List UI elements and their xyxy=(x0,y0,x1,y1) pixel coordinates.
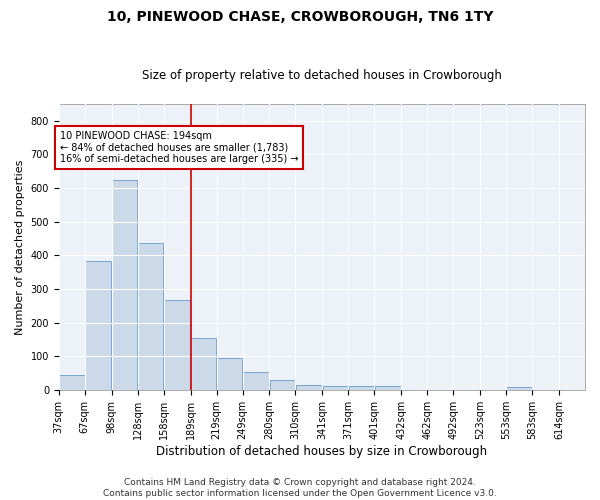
Bar xyxy=(296,385,322,390)
Text: 10 PINEWOOD CHASE: 194sqm
← 84% of detached houses are smaller (1,783)
16% of se: 10 PINEWOOD CHASE: 194sqm ← 84% of detac… xyxy=(59,131,298,164)
Bar xyxy=(243,372,269,390)
Bar xyxy=(85,261,112,390)
Bar xyxy=(374,386,401,390)
X-axis label: Distribution of detached houses by size in Crowborough: Distribution of detached houses by size … xyxy=(157,444,487,458)
Bar xyxy=(138,242,163,390)
Bar xyxy=(112,180,137,390)
Bar xyxy=(269,380,295,390)
Bar xyxy=(191,338,217,390)
Bar xyxy=(217,358,242,390)
Title: Size of property relative to detached houses in Crowborough: Size of property relative to detached ho… xyxy=(142,69,502,82)
Bar xyxy=(323,386,348,390)
Bar xyxy=(59,375,85,390)
Bar xyxy=(506,387,532,390)
Y-axis label: Number of detached properties: Number of detached properties xyxy=(15,159,25,334)
Bar xyxy=(349,386,374,390)
Text: 10, PINEWOOD CHASE, CROWBOROUGH, TN6 1TY: 10, PINEWOOD CHASE, CROWBOROUGH, TN6 1TY xyxy=(107,10,493,24)
Text: Contains HM Land Registry data © Crown copyright and database right 2024.
Contai: Contains HM Land Registry data © Crown c… xyxy=(103,478,497,498)
Bar xyxy=(164,300,190,390)
